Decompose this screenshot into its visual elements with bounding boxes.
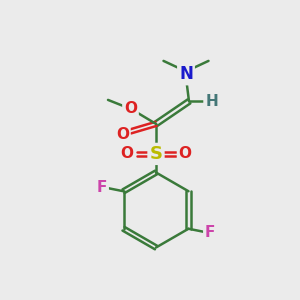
Text: O: O	[120, 146, 134, 161]
Text: O: O	[124, 101, 137, 116]
Text: O: O	[116, 127, 129, 142]
Text: O: O	[178, 146, 192, 161]
Text: H: H	[205, 94, 218, 109]
Text: F: F	[97, 180, 107, 195]
Text: S: S	[149, 145, 163, 163]
Text: F: F	[205, 225, 215, 240]
Text: N: N	[179, 65, 193, 83]
